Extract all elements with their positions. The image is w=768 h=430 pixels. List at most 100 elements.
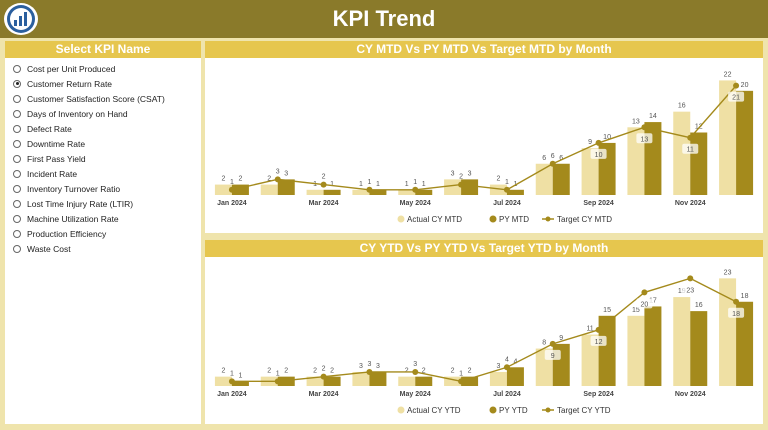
kpi-option[interactable]: Lost Time Injury Rate (LTIR) bbox=[5, 196, 201, 211]
mtd-actual-bar[interactable] bbox=[260, 184, 278, 195]
ytd-py-bar[interactable] bbox=[461, 376, 479, 386]
mtd-actual-bar[interactable] bbox=[306, 189, 324, 195]
mtd-actual-bar[interactable] bbox=[398, 189, 416, 195]
kpi-option[interactable]: First Pass Yield bbox=[5, 151, 201, 166]
mtd-target-point[interactable] bbox=[595, 139, 602, 146]
mtd-actual-bar[interactable] bbox=[444, 179, 462, 195]
ytd-legend-label[interactable]: PY YTD bbox=[499, 406, 528, 415]
mtd-target-point[interactable] bbox=[366, 186, 373, 193]
mtd-py-bar[interactable] bbox=[506, 189, 524, 195]
mtd-target-point[interactable] bbox=[503, 186, 510, 193]
mtd-py-bar[interactable] bbox=[644, 122, 662, 195]
ytd-actual-bar[interactable] bbox=[352, 371, 370, 386]
kpi-option[interactable]: Downtime Rate bbox=[5, 136, 201, 151]
mtd-target-point[interactable] bbox=[412, 186, 419, 193]
mtd-legend-label[interactable]: Target CY MTD bbox=[557, 215, 612, 224]
radio-button-icon[interactable] bbox=[13, 79, 21, 88]
mtd-target-point[interactable] bbox=[228, 186, 235, 193]
ytd-py-bar[interactable] bbox=[231, 381, 249, 386]
ytd-py-bar[interactable] bbox=[736, 301, 754, 386]
kpi-option[interactable]: Waste Cost bbox=[5, 241, 201, 256]
ytd-target-point[interactable] bbox=[549, 340, 556, 347]
ytd-target-point[interactable] bbox=[733, 298, 740, 305]
ytd-actual-bar[interactable] bbox=[489, 371, 507, 386]
ytd-py-bar[interactable] bbox=[644, 306, 662, 386]
mtd-actual-bar[interactable] bbox=[719, 80, 737, 195]
radio-button-icon[interactable] bbox=[13, 94, 21, 103]
ytd-py-bar[interactable] bbox=[598, 315, 616, 386]
ytd-actual-bar[interactable] bbox=[214, 376, 232, 386]
mtd-legend-label[interactable]: Actual CY MTD bbox=[407, 215, 462, 224]
kpi-option-label: Production Efficiency bbox=[27, 228, 107, 239]
kpi-option[interactable]: Production Efficiency bbox=[5, 226, 201, 241]
ytd-actual-bar[interactable] bbox=[444, 376, 462, 386]
ytd-target-point[interactable] bbox=[274, 378, 281, 385]
mtd-target-point[interactable] bbox=[320, 181, 327, 188]
kpi-option[interactable]: Days of Inventory on Hand bbox=[5, 106, 201, 121]
radio-button-icon[interactable] bbox=[13, 229, 21, 238]
ytd-actual-bar[interactable] bbox=[581, 334, 599, 386]
ytd-target-point[interactable] bbox=[595, 326, 602, 333]
ytd-legend-label[interactable]: Target CY YTD bbox=[557, 406, 611, 415]
ytd-target-point[interactable] bbox=[366, 368, 373, 375]
radio-button-icon[interactable] bbox=[13, 139, 21, 148]
ytd-py-bar[interactable] bbox=[369, 371, 387, 386]
mtd-py-bar[interactable] bbox=[415, 189, 433, 195]
ytd-target-point[interactable] bbox=[412, 368, 419, 375]
mtd-py-bar[interactable] bbox=[461, 179, 479, 195]
ytd-actual-bar[interactable] bbox=[627, 315, 645, 386]
ytd-py-bar[interactable] bbox=[277, 376, 295, 386]
radio-button-icon[interactable] bbox=[13, 109, 21, 118]
mtd-legend-label[interactable]: PY MTD bbox=[499, 215, 529, 224]
radio-button-icon[interactable] bbox=[13, 184, 21, 193]
mtd-actual-bar[interactable] bbox=[627, 127, 645, 195]
mtd-py-bar[interactable] bbox=[552, 163, 570, 195]
ytd-py-bar[interactable] bbox=[323, 376, 341, 386]
ytd-target-point[interactable] bbox=[458, 378, 465, 385]
kpi-option[interactable]: Customer Satisfaction Score (CSAT) bbox=[5, 91, 201, 106]
mtd-actual-bar[interactable] bbox=[214, 184, 232, 195]
ytd-actual-bar[interactable] bbox=[306, 376, 324, 386]
ytd-target-point[interactable] bbox=[641, 289, 648, 296]
ytd-actual-bar[interactable] bbox=[673, 297, 691, 386]
mtd-py-bar[interactable] bbox=[277, 179, 295, 195]
kpi-option[interactable]: Cost per Unit Produced bbox=[5, 61, 201, 76]
ytd-actual-bar[interactable] bbox=[719, 278, 737, 386]
mtd-target-point[interactable] bbox=[549, 160, 556, 167]
kpi-option[interactable]: Machine Utilization Rate bbox=[5, 211, 201, 226]
radio-button-icon[interactable] bbox=[13, 214, 21, 223]
radio-button-icon[interactable] bbox=[13, 154, 21, 163]
mtd-py-bar[interactable] bbox=[736, 90, 754, 195]
mtd-actual-bar[interactable] bbox=[352, 189, 370, 195]
mtd-target-point[interactable] bbox=[687, 134, 694, 141]
kpi-option[interactable]: Customer Return Rate bbox=[5, 76, 201, 91]
mtd-py-bar[interactable] bbox=[690, 132, 708, 196]
mtd-target-point[interactable] bbox=[641, 124, 648, 131]
mtd-actual-bar[interactable] bbox=[673, 111, 691, 195]
mtd-target-point[interactable] bbox=[733, 82, 740, 89]
radio-button-icon[interactable] bbox=[13, 64, 21, 73]
mtd-target-point[interactable] bbox=[458, 181, 465, 188]
radio-button-icon[interactable] bbox=[13, 124, 21, 133]
ytd-py-bar[interactable] bbox=[506, 367, 524, 386]
ytd-target-point[interactable] bbox=[320, 373, 327, 380]
kpi-option[interactable]: Inventory Turnover Ratio bbox=[5, 181, 201, 196]
mtd-py-bar[interactable] bbox=[369, 189, 387, 195]
kpi-option[interactable]: Incident Rate bbox=[5, 166, 201, 181]
mtd-py-bar[interactable] bbox=[323, 189, 341, 195]
kpi-option[interactable]: Defect Rate bbox=[5, 121, 201, 136]
ytd-target-point[interactable] bbox=[687, 275, 694, 282]
radio-button-icon[interactable] bbox=[13, 199, 21, 208]
ytd-py-bar[interactable] bbox=[415, 376, 433, 386]
ytd-legend-label[interactable]: Actual CY YTD bbox=[407, 406, 461, 415]
mtd-py-bar[interactable] bbox=[231, 184, 249, 195]
ytd-target-point[interactable] bbox=[503, 364, 510, 371]
ytd-actual-bar[interactable] bbox=[398, 376, 416, 386]
mtd-actual-bar[interactable] bbox=[489, 184, 507, 195]
radio-button-icon[interactable] bbox=[13, 244, 21, 253]
ytd-target-point[interactable] bbox=[228, 378, 235, 385]
mtd-actual-bar[interactable] bbox=[581, 148, 599, 195]
mtd-target-point[interactable] bbox=[274, 176, 281, 183]
ytd-py-bar[interactable] bbox=[690, 311, 708, 386]
radio-button-icon[interactable] bbox=[13, 169, 21, 178]
